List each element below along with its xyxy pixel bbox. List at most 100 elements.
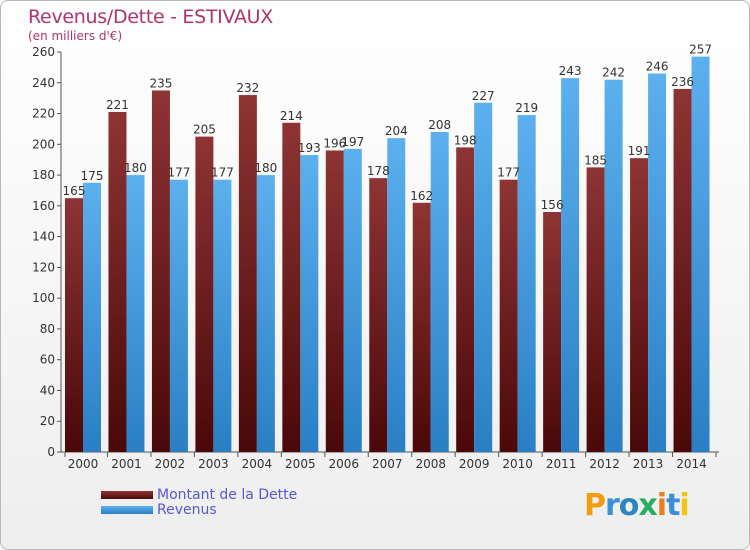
legend-label-revenue: Revenus: [157, 502, 217, 518]
bar-revenue: [343, 148, 362, 452]
data-label-revenue: 180: [124, 161, 147, 175]
y-tick-label: 60: [40, 353, 55, 367]
x-tick-label: 2013: [633, 457, 664, 471]
data-label-debt: 191: [628, 144, 651, 158]
bar-debt: [543, 212, 562, 452]
data-label-debt: 196: [323, 136, 346, 150]
data-label-debt: 165: [63, 184, 86, 198]
x-tick-label: 2014: [676, 457, 707, 471]
data-label-debt: 198: [454, 133, 477, 147]
x-tick-label: 2011: [546, 457, 577, 471]
y-tick-label: 40: [40, 383, 55, 397]
logo-letter: o: [618, 488, 640, 523]
bar-debt: [673, 88, 692, 452]
data-label-debt: 236: [671, 75, 694, 89]
bar-debt: [325, 150, 344, 452]
bar-debt: [108, 112, 127, 452]
data-label-debt: 221: [106, 98, 129, 112]
bar-revenue: [256, 175, 275, 453]
x-tick-label: 2004: [242, 457, 273, 471]
bar-debt: [369, 178, 388, 452]
data-label-revenue: 227: [472, 89, 495, 103]
bar-revenue: [474, 102, 493, 453]
data-label-debt: 162: [410, 189, 433, 203]
data-label-revenue: 208: [428, 118, 451, 132]
x-tick-label: 2006: [329, 457, 360, 471]
data-label-revenue: 177: [167, 166, 190, 180]
bar-revenue: [691, 56, 710, 452]
data-label-revenue: 243: [559, 64, 582, 78]
bar-revenue: [300, 155, 319, 453]
bar-debt: [586, 167, 605, 452]
bar-debt: [238, 95, 257, 453]
x-tick-label: 2003: [198, 457, 229, 471]
x-tick-label: 2008: [415, 457, 446, 471]
y-tick-label: 160: [32, 199, 55, 213]
data-label-revenue: 193: [298, 141, 321, 155]
bar-debt: [456, 147, 475, 452]
data-label-debt: 177: [497, 166, 520, 180]
y-tick-label: 0: [47, 445, 55, 459]
bar-revenue: [387, 138, 406, 452]
x-tick-label: 2000: [68, 457, 99, 471]
proxiti-logo: Proxiti: [584, 488, 690, 523]
y-tick-label: 120: [32, 260, 55, 274]
logo-letter: i: [679, 488, 689, 523]
bar-revenue: [126, 175, 145, 453]
bar-debt: [65, 198, 83, 452]
legend-label-debt: Montant de la Dette: [157, 487, 298, 503]
data-label-revenue: 246: [646, 60, 669, 74]
data-label-debt: 235: [149, 76, 172, 90]
bar-revenue: [169, 179, 188, 452]
legend-swatch-debt: [101, 491, 153, 499]
bar-revenue: [430, 132, 449, 452]
y-tick-label: 100: [32, 291, 55, 305]
y-tick-label: 260: [32, 45, 55, 59]
x-tick-label: 2001: [111, 457, 142, 471]
y-tick-label: 200: [32, 137, 55, 151]
data-label-revenue: 257: [689, 43, 712, 57]
logo-letter: i: [656, 488, 667, 523]
x-tick-label: 2002: [155, 457, 186, 471]
data-label-debt: 214: [280, 109, 303, 123]
data-label-revenue: 180: [254, 161, 277, 175]
bar-debt: [195, 136, 214, 452]
y-tick-label: 220: [32, 107, 55, 121]
data-label-revenue: 242: [602, 66, 625, 80]
data-label-debt: 205: [193, 123, 216, 137]
x-tick-label: 2005: [285, 457, 316, 471]
data-label-revenue: 175: [81, 169, 104, 183]
data-label-debt: 156: [541, 198, 564, 212]
bar-revenue: [517, 115, 536, 453]
legend-swatch-revenue: [101, 506, 153, 514]
bar-debt: [630, 158, 649, 452]
x-tick-label: 2010: [502, 457, 533, 471]
data-label-revenue: 219: [515, 101, 538, 115]
bar-revenue: [213, 179, 232, 452]
logo-letter: P: [584, 488, 606, 523]
bar-revenue: [648, 73, 667, 453]
y-tick-label: 20: [40, 414, 55, 428]
y-tick-label: 140: [32, 230, 55, 244]
data-label-debt: 178: [367, 164, 390, 178]
logo-letter: r: [605, 488, 620, 523]
y-tick-label: 80: [40, 322, 55, 336]
bar-debt: [282, 122, 301, 453]
bar-debt: [412, 202, 431, 452]
chart-title: Revenus/Dette - ESTIVAUX: [28, 6, 273, 28]
data-label-revenue: 177: [211, 166, 234, 180]
bar-revenue: [561, 78, 580, 453]
bar-debt: [499, 179, 518, 452]
logo-letter: x: [638, 488, 657, 523]
y-tick-label: 180: [32, 168, 55, 182]
x-tick-label: 2007: [372, 457, 403, 471]
data-label-debt: 232: [236, 81, 259, 95]
data-label-revenue: 197: [341, 135, 364, 149]
data-label-revenue: 204: [385, 124, 408, 138]
chart-subtitle: (en milliers d'€): [28, 29, 123, 43]
logo-letter: t: [666, 488, 680, 523]
bar-revenue: [604, 79, 623, 452]
bar-revenue: [83, 182, 101, 452]
